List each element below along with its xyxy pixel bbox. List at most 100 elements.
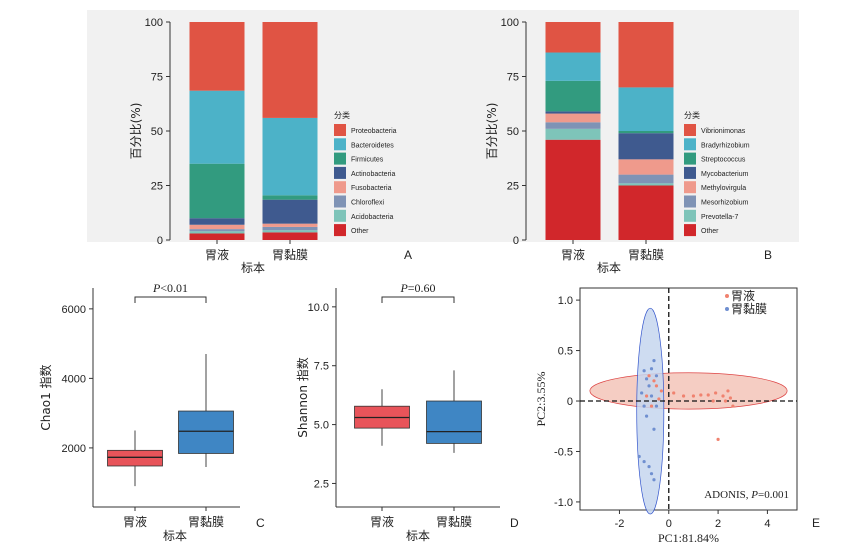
panel-B-legend-swatch [684, 224, 696, 237]
panel-B-bar-segment [545, 52, 601, 81]
panel-E-point [657, 397, 661, 401]
panel-D-letter: D [510, 516, 519, 530]
panel-B-bar-segment [545, 122, 601, 129]
panel-E-y-label: PC2:3.55% [534, 371, 548, 426]
panel-E-letter: E [812, 516, 820, 530]
panel-E-point [637, 454, 641, 459]
panel-E-point [642, 459, 646, 464]
panel-E-annotation-value: =0.001 [758, 489, 789, 501]
panel-A-legend-title: 分类 [334, 110, 350, 120]
panel-B-bar-segment [618, 22, 674, 88]
panel-D-x-label: 标本 [406, 529, 430, 543]
panel-A-legend-swatch [334, 224, 346, 237]
panel-A-y-tick-label: 0 [157, 235, 163, 247]
panel-C-y-label: Chao1 指数 [38, 364, 53, 430]
panel-B-legend-swatch [684, 138, 696, 151]
panel-A-bar-segment [262, 232, 318, 240]
panel-A-legend-swatch [334, 152, 346, 165]
panel-D-y-tick-label: 5.0 [314, 420, 329, 432]
panel-E-point [649, 472, 654, 476]
panel-E-x-label: PC1:81.84% [658, 531, 719, 545]
panel-E-point [691, 394, 696, 398]
panel-E-point [714, 391, 718, 395]
panel-A-bar-segment [262, 117, 318, 196]
panel-B-legend-label: Streptococcus [701, 157, 746, 164]
panel-B-bar-segment [545, 128, 601, 140]
panel-E-point [644, 414, 649, 418]
panel-E-x-tick-label: 0 [666, 518, 672, 530]
panel-B-y-label: 百分比(%) [485, 103, 499, 160]
panel-B-legend-label: Mesorhizobium [701, 200, 749, 207]
panel-A-legend-label: Acidobacteria [351, 214, 394, 221]
panel-A-y-tick-label: 50 [151, 126, 163, 138]
panel-D-box [426, 400, 482, 444]
panel-E-point [672, 391, 676, 395]
panel-E-y-tick-label: -1.0 [554, 497, 573, 509]
panel-E-x-tick-label: 2 [715, 518, 721, 530]
panel-B-x-label: 标本 [597, 261, 621, 275]
panel-B-legend-label: Prevotella-7 [701, 214, 738, 221]
panel-B-bar-segment [618, 87, 674, 131]
panel-E-y-tick-label: -0.5 [554, 446, 573, 458]
panel-B-legend-label: Other [701, 228, 719, 235]
panel-E-point [640, 391, 644, 395]
panel-E-point [649, 367, 654, 371]
panel-E-point [654, 404, 659, 408]
panel-E-point [681, 394, 686, 398]
panel-C-x-tick-label: 胃液 [123, 514, 147, 529]
panel-A-legend-label: Chloroflexi [351, 200, 385, 207]
panel-B-legend-swatch [684, 124, 696, 136]
panel-E-point [642, 404, 646, 408]
panel-D-x-tick-label: 胃黏膜 [436, 515, 472, 529]
panel-B-y-tick-label: 0 [513, 235, 519, 247]
panel-B-letter: B [764, 248, 772, 262]
panel-C-x-tick-label: 胃黏膜 [188, 515, 224, 529]
panel-B-bar-segment [618, 174, 674, 184]
panel-D-significance-bracket [381, 296, 455, 303]
panel-B-y-tick-label: 100 [501, 17, 519, 29]
panel-A-x-tick-label: 胃黏膜 [272, 248, 308, 262]
panel-D-y-tick-label: 7.5 [314, 361, 329, 373]
panel-A-bar-segment [262, 223, 318, 227]
panel-B-x-tick-label: 胃液 [561, 247, 585, 262]
panel-A-bar-segment [189, 218, 245, 225]
panel-B-bar-segment [545, 139, 601, 240]
panel-D-y-tick-label: 10.0 [308, 302, 329, 314]
panel-E-point [721, 394, 725, 398]
panel-B-bar-segment [618, 159, 674, 175]
panel-A-legend-label: Bacteroidetes [351, 142, 394, 149]
panel-E-point [652, 359, 656, 363]
panel-A-legend-swatch [334, 209, 346, 222]
panel-B-bar-segment [545, 113, 601, 123]
panel-C-significance-bracket [134, 296, 207, 303]
panel-B-bar-segment [545, 111, 601, 114]
panel-A-bar-segment [189, 224, 245, 230]
panel-A-bar-segment [189, 233, 245, 240]
panel-D-significance-label: P=0.60 [399, 281, 435, 295]
panel-A-letter: A [404, 248, 412, 262]
panel-E-point [647, 374, 651, 378]
panel-A-bar-segment [189, 22, 245, 91]
panel-C-letter: C [256, 516, 265, 530]
panel-A-bar-segment [189, 231, 245, 234]
panel-E-point [728, 396, 733, 400]
panel-A-x-tick-label: 胃液 [205, 247, 229, 262]
panel-B-legend-label: Mycobacterium [701, 171, 749, 178]
panel-E-point [647, 384, 651, 388]
panel-E-point [644, 394, 649, 398]
panel-E-legend-marker [725, 294, 729, 298]
panel-A-legend-label: Other [351, 228, 369, 235]
panel-E-ellipse-1 [589, 372, 788, 410]
panel-A-legend-label: Proteobacteria [351, 128, 397, 135]
panel-A-legend-swatch [334, 181, 346, 194]
panel-E-annotation-prefix: ADONIS, [704, 489, 751, 501]
panel-E-point [652, 427, 656, 431]
panel-A-legend-swatch [334, 124, 346, 136]
panel-B-x-tick-label: 胃黏膜 [628, 248, 664, 262]
panel-A-x-label: 标本 [241, 261, 265, 275]
panel-A-bar-segment [262, 22, 318, 118]
panel-A-legend-swatch [334, 138, 346, 151]
panel-E-point [649, 394, 654, 398]
panel-B-legend-title: 分类 [684, 110, 700, 120]
